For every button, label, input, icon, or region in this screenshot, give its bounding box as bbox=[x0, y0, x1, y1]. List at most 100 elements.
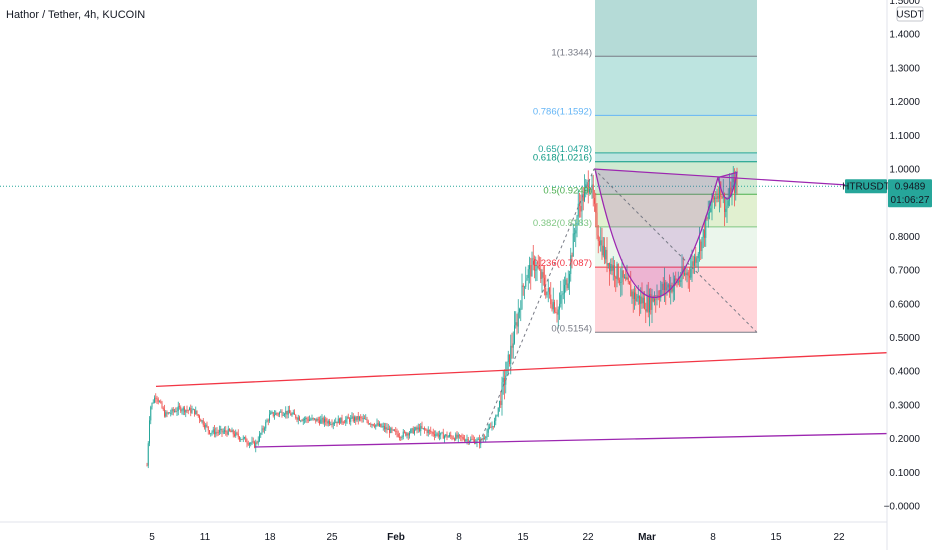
candle-95 bbox=[265, 419, 267, 431]
candle-146 bbox=[329, 418, 330, 427]
candle-469 bbox=[732, 166, 734, 189]
fib-anchor-up-dashed bbox=[479, 168, 595, 443]
price-tick-7: 0.8000 bbox=[889, 232, 920, 243]
candle-171 bbox=[360, 414, 362, 422]
candle-69 bbox=[232, 429, 234, 438]
candle-188 bbox=[381, 423, 383, 428]
time-tick-9: 8 bbox=[710, 532, 716, 543]
candle-61 bbox=[222, 428, 224, 435]
fib-label-1: 0.786(1.1592) bbox=[533, 106, 592, 117]
candle-53 bbox=[212, 426, 214, 435]
candle-361 bbox=[597, 225, 599, 254]
candle-70 bbox=[234, 430, 235, 438]
candle-360 bbox=[596, 202, 598, 240]
candle-305 bbox=[527, 265, 529, 290]
candle-178 bbox=[369, 422, 370, 425]
candle-106 bbox=[279, 411, 280, 418]
candle-323 bbox=[550, 282, 552, 309]
candle-229 bbox=[432, 428, 434, 437]
candle-158 bbox=[344, 420, 345, 424]
candle-343 bbox=[575, 219, 577, 248]
candle-284 bbox=[501, 376, 503, 416]
candle-172 bbox=[361, 416, 363, 423]
candle-182 bbox=[374, 422, 375, 429]
candle-273 bbox=[487, 424, 489, 437]
price-badge bbox=[888, 179, 932, 208]
currency-label: USDT bbox=[896, 6, 924, 22]
candle-43 bbox=[200, 418, 202, 422]
candle-157 bbox=[342, 420, 344, 425]
candle-270 bbox=[484, 434, 485, 440]
candle-120 bbox=[296, 416, 298, 423]
candle-66 bbox=[229, 428, 230, 432]
candle-107 bbox=[280, 409, 282, 413]
candle-85 bbox=[252, 437, 254, 444]
candle-246 bbox=[454, 437, 455, 442]
candle-191 bbox=[385, 422, 387, 433]
candle-78 bbox=[244, 436, 245, 440]
candle-341 bbox=[572, 223, 574, 257]
candle-138 bbox=[319, 416, 320, 426]
candle-427 bbox=[680, 271, 682, 287]
candle-351 bbox=[585, 178, 587, 198]
candle-445 bbox=[702, 228, 704, 249]
candle-434 bbox=[689, 267, 690, 292]
candle-183 bbox=[375, 424, 377, 430]
candle-376 bbox=[616, 261, 618, 288]
candle-464 bbox=[726, 197, 728, 224]
candle-237 bbox=[442, 428, 444, 439]
candle-353 bbox=[587, 170, 589, 204]
candle-314 bbox=[539, 256, 540, 271]
candle-217 bbox=[417, 423, 419, 433]
candle-176 bbox=[366, 416, 368, 424]
candle-48 bbox=[206, 421, 208, 428]
candle-174 bbox=[364, 415, 365, 420]
candle-350 bbox=[584, 174, 585, 203]
candle-51 bbox=[210, 432, 212, 437]
candle-326 bbox=[554, 299, 555, 314]
candle-225 bbox=[427, 426, 429, 437]
candle-265 bbox=[477, 437, 479, 441]
candle-109 bbox=[282, 412, 284, 416]
price-tick-11: 0.4000 bbox=[889, 367, 920, 378]
candle-250 bbox=[459, 434, 460, 439]
fib-label-0: 1(1.3344) bbox=[551, 47, 592, 58]
candle-39 bbox=[195, 406, 197, 415]
candle-68 bbox=[231, 427, 233, 433]
candle-15 bbox=[165, 410, 167, 418]
candle-111 bbox=[285, 406, 287, 419]
candle-416 bbox=[666, 281, 668, 296]
time-tick-8: Mar bbox=[638, 532, 656, 543]
candle-59 bbox=[220, 425, 222, 435]
candle-49 bbox=[207, 426, 209, 435]
candle-287 bbox=[505, 361, 507, 394]
candle-440 bbox=[696, 256, 698, 268]
candle-355 bbox=[590, 187, 592, 194]
candle-134 bbox=[314, 418, 315, 421]
price-tick-9: 0.6000 bbox=[889, 299, 920, 310]
candle-441 bbox=[697, 251, 699, 272]
candle-392 bbox=[636, 293, 638, 302]
candle-127 bbox=[305, 416, 307, 423]
candle-365 bbox=[602, 236, 604, 258]
candle-433 bbox=[687, 270, 689, 289]
candle-179 bbox=[370, 422, 372, 428]
overlays bbox=[155, 168, 888, 448]
candle-8 bbox=[156, 395, 158, 404]
candle-244 bbox=[451, 435, 453, 441]
candle-411 bbox=[660, 280, 662, 302]
candle-57 bbox=[217, 429, 219, 436]
candle-224 bbox=[426, 428, 428, 437]
candle-349 bbox=[582, 187, 584, 211]
candle-338 bbox=[569, 270, 570, 295]
candle-161 bbox=[347, 413, 349, 419]
candle-325 bbox=[552, 287, 554, 314]
candle-309 bbox=[532, 245, 534, 271]
candle-306 bbox=[529, 256, 530, 284]
candle-196 bbox=[391, 426, 393, 434]
candle-122 bbox=[299, 415, 300, 422]
candle-405 bbox=[652, 295, 654, 303]
candle-300 bbox=[521, 273, 523, 310]
